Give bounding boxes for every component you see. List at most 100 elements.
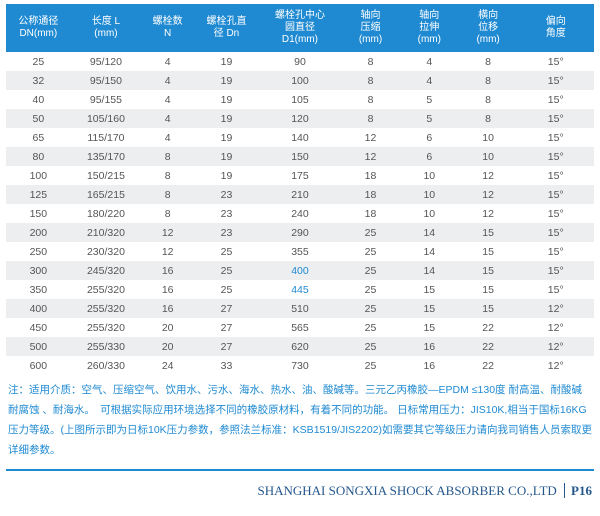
cell: 255/330: [71, 337, 142, 356]
cell: 27: [194, 337, 259, 356]
cell: 50: [6, 109, 71, 128]
cell: 10: [400, 166, 459, 185]
cell: 120: [259, 109, 341, 128]
cell: 14: [400, 261, 459, 280]
cell: 25: [194, 261, 259, 280]
cell: 10: [459, 128, 518, 147]
cell: 16: [400, 337, 459, 356]
table-row: 80135/1708191501261015°: [6, 147, 594, 166]
cell: 8: [141, 166, 194, 185]
table-row: 400255/320162751025151512°: [6, 299, 594, 318]
cell: 15°: [518, 242, 595, 261]
cell: 4: [400, 71, 459, 90]
header-row: 公称通径DN(mm)长度 L(mm)螺栓数N螺栓孔直径 Dn螺栓孔中心圆直径D1…: [6, 4, 594, 52]
cell: 15: [459, 280, 518, 299]
footnote: 注：适用介质：空气、压缩空气、饮用水、污水、海水、热水、油、酸碱等。三元乙丙橡胶…: [6, 375, 594, 471]
cell: 12°: [518, 337, 595, 356]
cell: 210/320: [71, 223, 142, 242]
cell: 19: [194, 147, 259, 166]
table-row: 50105/16041912085815°: [6, 109, 594, 128]
cell: 15: [459, 242, 518, 261]
cell: 25: [194, 242, 259, 261]
table-row: 150180/22082324018101215°: [6, 204, 594, 223]
cell: 175: [259, 166, 341, 185]
cell: 15°: [518, 185, 595, 204]
cell: 8: [341, 52, 400, 71]
cell: 15: [459, 261, 518, 280]
cell: 19: [194, 71, 259, 90]
cell: 25: [341, 280, 400, 299]
cell: 8: [459, 90, 518, 109]
cell: 22: [459, 318, 518, 337]
cell: 15°: [518, 166, 595, 185]
cell: 105/160: [71, 109, 142, 128]
cell: 300: [6, 261, 71, 280]
cell: 95/155: [71, 90, 142, 109]
cell: 25: [341, 356, 400, 375]
cell: 25: [341, 299, 400, 318]
cell: 15°: [518, 261, 595, 280]
cell: 8: [341, 109, 400, 128]
cell: 15°: [518, 128, 595, 147]
cell: 27: [194, 318, 259, 337]
cell: 255/320: [71, 299, 142, 318]
cell: 12: [459, 204, 518, 223]
cell: 8: [459, 71, 518, 90]
cell: 15°: [518, 52, 595, 71]
cell: 125: [6, 185, 71, 204]
table-row: 2595/1204199084815°: [6, 52, 594, 71]
cell: 95/120: [71, 52, 142, 71]
cell: 25: [341, 261, 400, 280]
cell: 15°: [518, 90, 595, 109]
cell: 12: [341, 128, 400, 147]
cell: 16: [141, 299, 194, 318]
cell: 500: [6, 337, 71, 356]
cell: 8: [141, 204, 194, 223]
cell: 730: [259, 356, 341, 375]
cell: 15°: [518, 147, 595, 166]
cell: 150: [6, 204, 71, 223]
cell: 200: [6, 223, 71, 242]
cell: 180/220: [71, 204, 142, 223]
cell: 8: [141, 147, 194, 166]
cell: 12: [459, 185, 518, 204]
cell: 4: [141, 52, 194, 71]
cell: 25: [341, 223, 400, 242]
cell: 260/330: [71, 356, 142, 375]
cell: 8: [141, 185, 194, 204]
table-row: 600260/330243373025162212°: [6, 356, 594, 375]
cell: 12: [459, 166, 518, 185]
col-header: 螺栓数N: [141, 4, 194, 52]
cell: 15°: [518, 223, 595, 242]
page-number: P16: [564, 483, 592, 498]
cell: 24: [141, 356, 194, 375]
cell: 4: [400, 52, 459, 71]
cell: 450: [6, 318, 71, 337]
cell: 23: [194, 223, 259, 242]
cell: 8: [341, 71, 400, 90]
cell: 600: [6, 356, 71, 375]
cell: 65: [6, 128, 71, 147]
cell: 400: [6, 299, 71, 318]
table-row: 450255/320202756525152212°: [6, 318, 594, 337]
table-row: 350255/320162544525151515°: [6, 280, 594, 299]
cell: 15°: [518, 204, 595, 223]
cell: 15°: [518, 71, 595, 90]
table-row: 250230/320122535525141515°: [6, 242, 594, 261]
spec-table: 公称通径DN(mm)长度 L(mm)螺栓数N螺栓孔直径 Dn螺栓孔中心圆直径D1…: [6, 4, 594, 375]
cell: 80: [6, 147, 71, 166]
cell: 16: [141, 280, 194, 299]
cell: 25: [341, 337, 400, 356]
col-header: 螺栓孔直径 Dn: [194, 4, 259, 52]
cell: 140: [259, 128, 341, 147]
cell: 8: [341, 90, 400, 109]
table-row: 300245/320162540025141515°: [6, 261, 594, 280]
table-row: 500255/330202762025162212°: [6, 337, 594, 356]
cell: 33: [194, 356, 259, 375]
cell: 25: [6, 52, 71, 71]
cell: 355: [259, 242, 341, 261]
col-header: 螺栓孔中心圆直径D1(mm): [259, 4, 341, 52]
cell: 25: [341, 242, 400, 261]
table-row: 125165/21582321018101215°: [6, 185, 594, 204]
cell: 230/320: [71, 242, 142, 261]
